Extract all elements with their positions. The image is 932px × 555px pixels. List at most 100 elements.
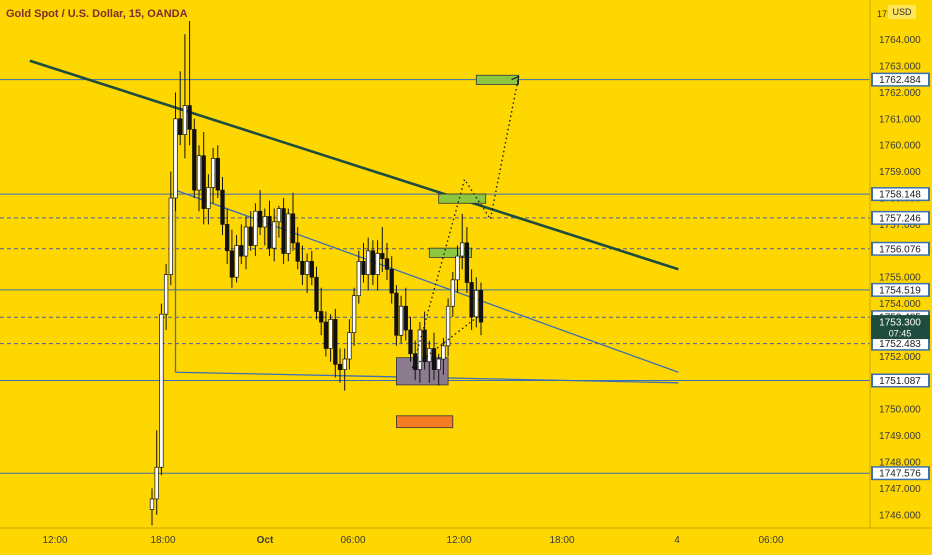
currency-label: USD — [892, 7, 912, 17]
price-label-inner — [873, 188, 928, 200]
candle-body — [323, 321, 329, 349]
y-top-partial-label: 17 — [877, 9, 887, 19]
price-label[interactable]: 1747.576 — [871, 466, 930, 481]
candle-body — [314, 276, 319, 312]
candle — [319, 287, 324, 336]
candle — [333, 308, 338, 378]
price-label-text: 1747.576 — [879, 469, 921, 480]
candle-body — [163, 274, 169, 315]
candle — [192, 118, 197, 198]
zone-orange-stop[interactable] — [395, 415, 454, 429]
candle — [309, 250, 314, 286]
candle — [370, 240, 376, 286]
candle — [215, 145, 220, 198]
candle-body — [210, 158, 216, 188]
price-label[interactable]: 1758.148 — [871, 187, 930, 202]
candle-body — [445, 305, 451, 347]
candle-body — [474, 290, 479, 318]
candle-body — [431, 348, 437, 370]
candle-body — [187, 105, 192, 130]
candle-body — [267, 216, 272, 249]
candle — [314, 266, 319, 320]
candle — [248, 211, 253, 251]
price-label[interactable]: 1754.519 — [871, 282, 930, 297]
x-tick-label: 06:00 — [340, 535, 365, 546]
candle — [356, 250, 361, 304]
candle — [427, 340, 432, 383]
candle-body — [178, 118, 183, 135]
candle — [267, 200, 272, 257]
candle — [403, 287, 408, 341]
candle-body — [220, 189, 225, 225]
candle — [276, 205, 282, 238]
candle-body — [149, 498, 155, 510]
candle-body — [398, 305, 404, 336]
candle — [229, 229, 235, 288]
candle — [159, 303, 164, 476]
candle-body — [243, 226, 249, 257]
y-tick-label: 1760.000 — [879, 141, 921, 152]
currency-badge[interactable] — [888, 5, 916, 19]
y-tick-label: 1762.000 — [879, 88, 921, 99]
price-label-text: 1752.483 — [879, 339, 921, 350]
candle-body — [375, 253, 380, 275]
candle-body — [159, 313, 164, 468]
y-tick-label: 1757.000 — [879, 220, 921, 231]
candle-body — [248, 226, 253, 246]
candle-body — [380, 253, 385, 260]
candle — [234, 234, 239, 283]
candle — [351, 287, 357, 346]
candle-body — [192, 129, 197, 191]
y-tick-label: 1759.000 — [879, 167, 921, 178]
trendline-main-downtrend[interactable] — [29, 59, 679, 271]
chart-title: Gold Spot / U.S. Dollar, 15, OANDA — [6, 8, 188, 20]
candle — [380, 227, 385, 272]
price-label[interactable]: 1752.483 — [871, 336, 930, 351]
x-tick-label: 12:00 — [42, 535, 67, 546]
candle — [239, 224, 244, 264]
candle-body — [319, 311, 324, 323]
candle — [478, 282, 484, 336]
candle — [304, 253, 310, 294]
price-label[interactable]: 1762.484 — [871, 72, 930, 87]
candle — [445, 298, 451, 357]
price-label-text: 1758.148 — [879, 190, 921, 201]
candle — [384, 242, 390, 280]
candle-body — [206, 187, 211, 209]
time-axis[interactable]: 12:00 18:00 Oct 06:00 12:00 18:00 4 06:00 — [42, 535, 783, 546]
x-tick-label: 18:00 — [549, 535, 574, 546]
candle-body — [215, 158, 220, 191]
candle — [286, 208, 291, 262]
y-tick-label: 1754.000 — [879, 299, 921, 310]
zone-green-target-mid[interactable] — [438, 193, 487, 204]
y-tick-label: 1755.000 — [879, 273, 921, 284]
candle — [436, 353, 441, 386]
candle-body — [309, 261, 314, 278]
candle — [408, 316, 413, 362]
price-label-text: 1756.076 — [879, 244, 921, 255]
candle-body — [225, 224, 230, 252]
zone-green-target-low[interactable] — [428, 247, 472, 258]
candle-body — [342, 358, 347, 370]
candle — [220, 176, 225, 235]
candle-body — [262, 216, 267, 228]
candle — [413, 340, 418, 381]
candle — [337, 348, 343, 383]
price-label[interactable]: 1751.087 — [871, 373, 930, 388]
candle-body — [333, 319, 338, 365]
candle-body — [366, 250, 371, 275]
candle — [347, 319, 352, 370]
y-tick-label: 1752.000 — [879, 352, 921, 363]
candle-body — [356, 261, 361, 297]
price-label-inner — [873, 467, 928, 479]
y-tick-label: 1750.000 — [879, 405, 921, 416]
candle-body — [347, 332, 352, 360]
candle — [450, 271, 455, 317]
candle — [422, 311, 427, 370]
price-label[interactable]: 1757.246 — [871, 210, 930, 225]
price-label[interactable]: 1756.076 — [871, 241, 930, 256]
candle — [323, 311, 329, 357]
x-tick-label: 4 — [674, 535, 680, 546]
